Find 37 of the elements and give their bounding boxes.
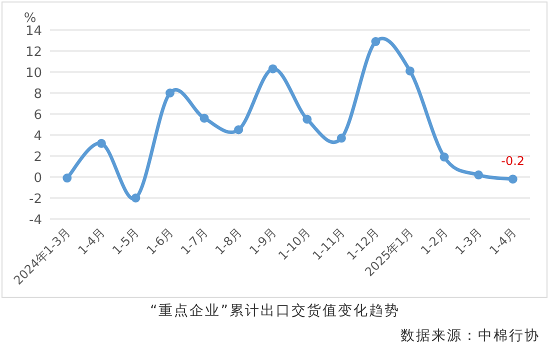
- point: [96, 138, 106, 148]
- point: [406, 66, 414, 76]
- point: [336, 134, 346, 143]
- text: “重点企业”累计出口交货值变化趋势: [150, 303, 400, 319]
- point: [371, 37, 380, 46]
- source-note: 数据来源：中棉行协: [400, 328, 540, 344]
- y-tick-label: 14: [25, 24, 42, 39]
- point: [440, 152, 449, 162]
- point: [302, 114, 312, 124]
- y-tick-label: -4: [29, 213, 42, 228]
- x-tick-label: 1-9月: [246, 225, 279, 258]
- y-tick-label: 8: [34, 87, 42, 102]
- y-axis-title: %: [24, 11, 36, 26]
- x-tick-label: 1-4月: [486, 225, 519, 258]
- point: [200, 114, 209, 123]
- point: [131, 194, 140, 202]
- point: [234, 125, 244, 134]
- y-tick-label: 4: [34, 129, 42, 144]
- y-tick-label: 12: [25, 45, 42, 60]
- point: [268, 64, 278, 74]
- point: [474, 170, 484, 180]
- point: [166, 88, 174, 98]
- y-tick-label: 0: [34, 171, 42, 186]
- point: [508, 174, 518, 184]
- x-tick-label: 1-2月: [418, 225, 450, 258]
- data-label: -0.2: [501, 154, 525, 168]
- y-tick-label: -2: [29, 192, 42, 207]
- y-tick-label: 10: [25, 66, 42, 81]
- x-tick-label: 1-6月: [144, 225, 176, 258]
- x-tick-label: 1-4月: [75, 225, 108, 258]
- y-tick-label: 6: [34, 108, 42, 123]
- x-tick-label: 1-3月: [452, 225, 485, 258]
- point: [62, 174, 72, 183]
- y-tick-label: 2: [34, 150, 42, 165]
- x-tick-label: 1-5月: [110, 225, 142, 258]
- x-tick-label: 1-8月: [212, 225, 245, 258]
- x-tick-label: 1-7月: [178, 225, 210, 258]
